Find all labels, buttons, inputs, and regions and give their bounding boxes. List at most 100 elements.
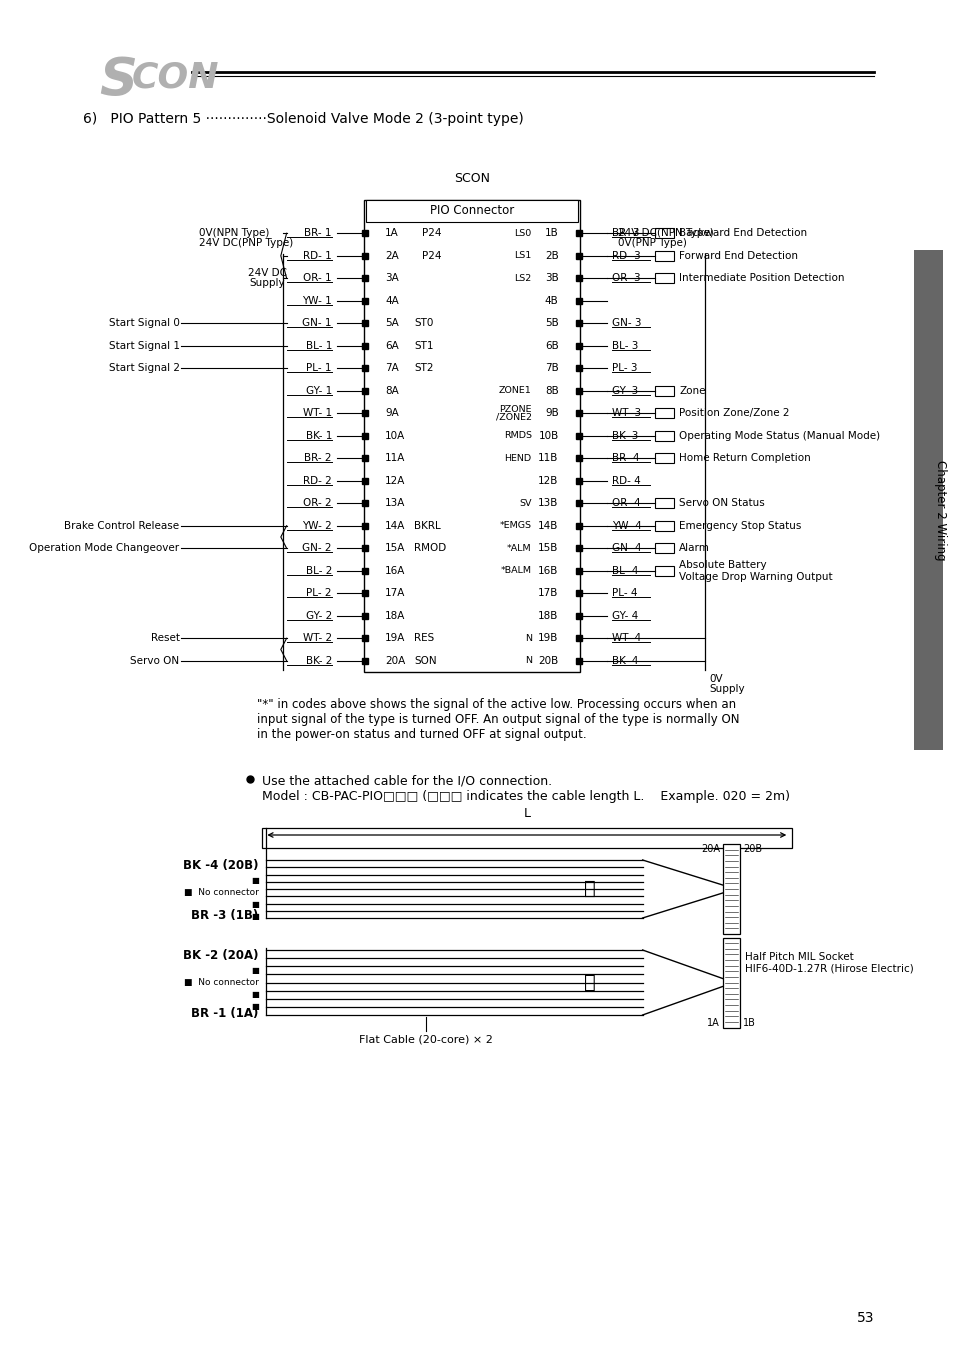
Text: PL- 4: PL- 4 bbox=[611, 589, 637, 598]
Text: LS2: LS2 bbox=[514, 274, 531, 282]
Text: WT- 1: WT- 1 bbox=[302, 408, 332, 418]
Text: 15B: 15B bbox=[537, 543, 558, 554]
Text: PIO Connector: PIO Connector bbox=[429, 204, 514, 217]
Text: L: L bbox=[523, 807, 530, 819]
Bar bbox=[722, 937, 740, 1027]
Bar bbox=[655, 543, 674, 554]
Text: N: N bbox=[524, 633, 531, 643]
Text: 13B: 13B bbox=[537, 498, 558, 508]
Text: 19B: 19B bbox=[537, 633, 558, 643]
Text: 24V DC(PNP Type): 24V DC(PNP Type) bbox=[198, 238, 293, 248]
Text: 6)   PIO Pattern 5 ··············Solenoid Valve Mode 2 (3-point type): 6) PIO Pattern 5 ··············Solenoid … bbox=[83, 112, 523, 126]
Bar bbox=[363, 200, 579, 672]
Text: BR- 2: BR- 2 bbox=[304, 454, 332, 463]
Bar bbox=[655, 521, 674, 531]
Text: 9B: 9B bbox=[544, 408, 558, 418]
Text: WT- 2: WT- 2 bbox=[302, 633, 332, 643]
Text: BL- 1: BL- 1 bbox=[305, 340, 332, 351]
Text: BK- 1: BK- 1 bbox=[305, 431, 332, 440]
Text: LS0: LS0 bbox=[514, 228, 531, 238]
Text: *BALM: *BALM bbox=[500, 566, 531, 575]
Text: OR- 1: OR- 1 bbox=[303, 273, 332, 284]
Text: BKRL: BKRL bbox=[414, 521, 440, 531]
Text: ■  No connector: ■ No connector bbox=[184, 887, 258, 896]
Text: P24: P24 bbox=[421, 251, 440, 261]
Text: ZONE1: ZONE1 bbox=[498, 386, 531, 396]
Text: 4B: 4B bbox=[544, 296, 558, 305]
Text: Position Zone/Zone 2: Position Zone/Zone 2 bbox=[679, 408, 789, 418]
Bar bbox=[655, 454, 674, 463]
Text: LS1: LS1 bbox=[514, 251, 531, 261]
Text: PL- 1: PL- 1 bbox=[306, 363, 332, 373]
Bar bbox=[261, 828, 791, 848]
Text: RMOD: RMOD bbox=[414, 543, 446, 554]
Text: Model : CB-PAC-PIO□□□ (□□□ indicates the cable length L.    Example. 020 = 2m): Model : CB-PAC-PIO□□□ (□□□ indicates the… bbox=[261, 790, 789, 803]
Text: SV: SV bbox=[518, 498, 531, 508]
Bar bbox=[655, 251, 674, 261]
Text: 24V DC: 24V DC bbox=[248, 269, 287, 278]
Text: SCON: SCON bbox=[454, 171, 489, 185]
Text: ST2: ST2 bbox=[414, 363, 433, 373]
Text: 0V: 0V bbox=[708, 674, 722, 684]
Text: Start Signal 1: Start Signal 1 bbox=[109, 340, 179, 351]
Text: 2B: 2B bbox=[544, 251, 558, 261]
Text: BR- 4: BR- 4 bbox=[611, 454, 639, 463]
Text: 12A: 12A bbox=[385, 475, 405, 486]
Text: Absolute Battery
Voltage Drop Warning Output: Absolute Battery Voltage Drop Warning Ou… bbox=[679, 560, 832, 582]
Text: PL- 2: PL- 2 bbox=[306, 589, 332, 598]
Text: HEND: HEND bbox=[504, 454, 531, 463]
Text: 0V(PNP Type): 0V(PNP Type) bbox=[618, 238, 686, 248]
Text: SON: SON bbox=[414, 656, 436, 666]
Text: ■: ■ bbox=[251, 965, 258, 975]
Text: OR- 3: OR- 3 bbox=[611, 273, 639, 284]
Text: OR- 4: OR- 4 bbox=[611, 498, 639, 508]
Text: ■: ■ bbox=[251, 1002, 258, 1011]
Text: 20B: 20B bbox=[537, 656, 558, 666]
Text: RD- 2: RD- 2 bbox=[303, 475, 332, 486]
Text: RD- 3: RD- 3 bbox=[611, 251, 639, 261]
Text: 5A: 5A bbox=[385, 319, 398, 328]
Bar bbox=[655, 228, 674, 238]
Text: 8A: 8A bbox=[385, 386, 398, 396]
Text: 1B: 1B bbox=[742, 1018, 755, 1027]
Text: 6A: 6A bbox=[385, 340, 398, 351]
Text: 16B: 16B bbox=[537, 566, 558, 575]
Text: ■: ■ bbox=[251, 911, 258, 921]
Text: GY- 1: GY- 1 bbox=[305, 386, 332, 396]
Text: 12B: 12B bbox=[537, 475, 558, 486]
Text: OR- 2: OR- 2 bbox=[303, 498, 332, 508]
Text: Zone: Zone bbox=[679, 386, 705, 396]
Bar bbox=[655, 431, 674, 440]
Text: GY- 3: GY- 3 bbox=[611, 386, 638, 396]
Text: 9A: 9A bbox=[385, 408, 398, 418]
Text: 18A: 18A bbox=[385, 610, 405, 621]
Text: Half Pitch MIL Socket
HIF6-40D-1.27R (Hirose Electric): Half Pitch MIL Socket HIF6-40D-1.27R (Hi… bbox=[744, 952, 913, 973]
Text: 14B: 14B bbox=[537, 521, 558, 531]
Text: Operation Mode Changeover: Operation Mode Changeover bbox=[30, 543, 179, 554]
Text: 20B: 20B bbox=[742, 844, 761, 855]
Text: PZONE
/ZONE2: PZONE /ZONE2 bbox=[496, 405, 531, 423]
Text: Forward End Detection: Forward End Detection bbox=[679, 251, 798, 261]
Text: 0V(NPN Type): 0V(NPN Type) bbox=[198, 228, 269, 238]
Text: 20A: 20A bbox=[700, 844, 719, 855]
Text: Brake Control Release: Brake Control Release bbox=[65, 521, 179, 531]
Text: 24V DC(NPN Type): 24V DC(NPN Type) bbox=[618, 228, 714, 238]
Text: 17A: 17A bbox=[385, 589, 405, 598]
Text: YW- 2: YW- 2 bbox=[302, 521, 332, 531]
Text: 18B: 18B bbox=[537, 610, 558, 621]
Text: 7A: 7A bbox=[385, 363, 398, 373]
Text: 14A: 14A bbox=[385, 521, 405, 531]
Text: 6B: 6B bbox=[544, 340, 558, 351]
Bar bbox=[655, 408, 674, 418]
Text: 3A: 3A bbox=[385, 273, 398, 284]
Text: RES: RES bbox=[414, 633, 434, 643]
Text: GY- 2: GY- 2 bbox=[305, 610, 332, 621]
Text: Ⓑ: Ⓑ bbox=[583, 879, 595, 898]
Text: GN- 1: GN- 1 bbox=[302, 319, 332, 328]
Text: Chapter 2 Wiring: Chapter 2 Wiring bbox=[933, 460, 946, 560]
Text: 3B: 3B bbox=[544, 273, 558, 284]
Bar bbox=[655, 498, 674, 508]
Text: BK- 4: BK- 4 bbox=[611, 656, 638, 666]
Text: BK- 2: BK- 2 bbox=[305, 656, 332, 666]
Text: Emergency Stop Status: Emergency Stop Status bbox=[679, 521, 801, 531]
